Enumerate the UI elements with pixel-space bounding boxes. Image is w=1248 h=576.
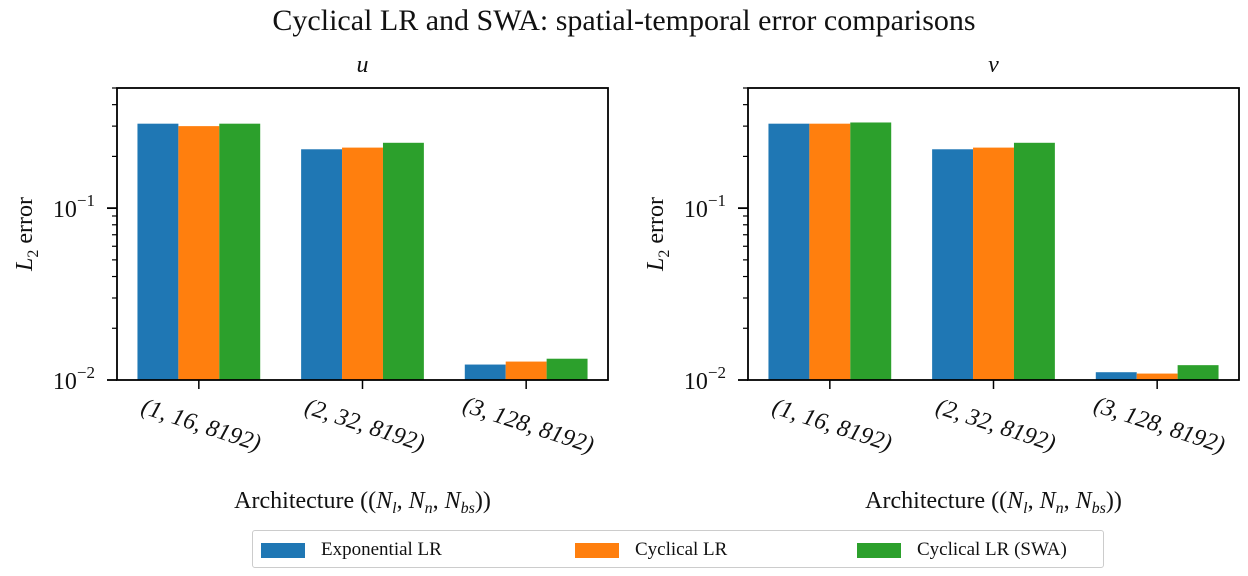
y-axis-label-v: L2 error	[643, 197, 673, 272]
legend-swatch-swa	[857, 542, 901, 558]
axes-frame-v	[747, 87, 1240, 381]
legend-item-cyclical: Cyclical LR	[575, 539, 727, 561]
bar-v-1-0	[932, 149, 974, 380]
y-tick-label-u-1: 10−1	[53, 191, 95, 223]
y-tick-label-v-0: 10−2	[684, 363, 726, 395]
legend-swatch-exponential	[261, 542, 305, 558]
bar-u-1-0	[301, 149, 343, 380]
x-tick-label-v-1: (2, 32, 8192)	[933, 394, 1059, 457]
legend-item-swa: Cyclical LR (SWA)	[857, 539, 1067, 561]
legend-label-cyclical: Cyclical LR	[635, 539, 728, 560]
y-tick-label-v-1: 10−1	[684, 191, 726, 223]
bar-u-1-1	[342, 147, 383, 380]
bar-u-2-2	[546, 358, 588, 380]
y-axis-label-u: L2 error	[12, 197, 42, 272]
legend-swatch-cyclical	[575, 542, 619, 558]
panel-title-v: v	[988, 52, 999, 78]
legend-item-exponential: Exponential LR	[261, 539, 442, 561]
figure-title: Cyclical LR and SWA: spatial-temporal er…	[272, 4, 975, 37]
panel-v: v (1, 16, 8192) (2, 32, 8192) (3, 128, 8192…	[643, 52, 1240, 517]
panel-title-u: u	[357, 52, 369, 78]
bar-u-0-2	[219, 123, 261, 380]
bar-v-1-2	[1013, 142, 1055, 380]
axes-frame-u	[116, 87, 609, 381]
panel-u: u (1, 16, 8192) (2, 32, 8192) (3, 128, 8192…	[12, 52, 609, 517]
x-tick-label-v-2: (3, 128, 8192)	[1091, 392, 1228, 459]
x-tick-label-u-0: (1, 16, 8192)	[138, 394, 264, 457]
bar-v-0-1	[809, 123, 851, 380]
bar-v-2-2	[1177, 365, 1219, 380]
x-tick-label-u-1: (2, 32, 8192)	[302, 394, 428, 457]
y-tick-label-u-0: 10−2	[53, 363, 95, 395]
bar-u-2-1	[505, 361, 547, 380]
bar-u-2-0	[464, 364, 506, 380]
bar-v-0-0	[768, 123, 810, 380]
x-axis-label-v: Architecture ((Nl, Nn, Nbs))	[865, 488, 1122, 517]
bar-v-2-0	[1095, 372, 1137, 380]
legend-label-swa: Cyclical LR (SWA)	[917, 539, 1067, 560]
x-tick-label-v-0: (1, 16, 8192)	[769, 394, 895, 457]
bar-u-1-2	[382, 142, 424, 380]
x-axis-label-u: Architecture ((Nl, Nn, Nbs))	[234, 488, 491, 517]
bar-v-1-1	[973, 147, 1014, 380]
legend-label-exponential: Exponential LR	[321, 539, 442, 560]
x-tick-label-u-2: (3, 128, 8192)	[460, 392, 597, 459]
bar-u-0-0	[137, 123, 179, 380]
bar-v-0-2	[850, 122, 892, 380]
bar-u-0-1	[178, 126, 220, 381]
bar-v-2-1	[1136, 373, 1178, 380]
legend: Exponential LR Cyclical LR Cyclical LR (…	[252, 530, 1104, 568]
